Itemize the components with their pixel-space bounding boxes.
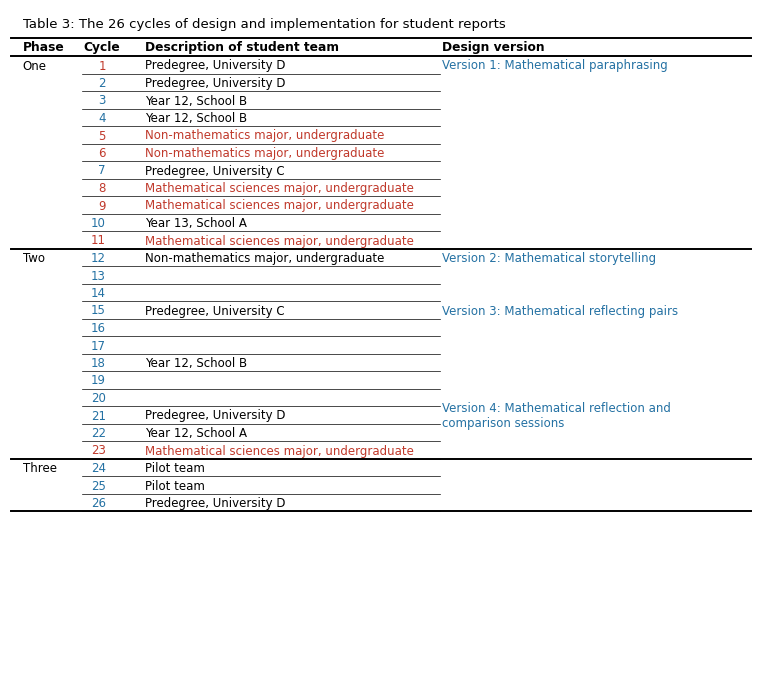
Text: 8: 8 bbox=[98, 182, 106, 195]
Text: Design version: Design version bbox=[442, 41, 545, 54]
Text: Mathematical sciences major, undergraduate: Mathematical sciences major, undergradua… bbox=[145, 182, 414, 195]
Text: 10: 10 bbox=[91, 217, 106, 230]
Text: 7: 7 bbox=[98, 164, 106, 177]
Text: 6: 6 bbox=[98, 147, 106, 160]
Text: 15: 15 bbox=[91, 305, 106, 317]
Text: 9: 9 bbox=[98, 200, 106, 212]
Text: Predegree, University D: Predegree, University D bbox=[145, 59, 285, 73]
Text: 21: 21 bbox=[91, 410, 106, 423]
Text: 17: 17 bbox=[91, 340, 106, 353]
Text: Non-mathematics major, undergraduate: Non-mathematics major, undergraduate bbox=[145, 252, 384, 265]
Text: Cycle: Cycle bbox=[84, 41, 120, 54]
Text: Mathematical sciences major, undergraduate: Mathematical sciences major, undergradua… bbox=[145, 235, 414, 247]
Text: 25: 25 bbox=[91, 479, 106, 493]
Text: Mathematical sciences major, undergraduate: Mathematical sciences major, undergradua… bbox=[145, 200, 414, 212]
Text: Year 13, School A: Year 13, School A bbox=[145, 217, 247, 230]
Text: Year 12, School B: Year 12, School B bbox=[145, 94, 247, 107]
Text: Three: Three bbox=[23, 462, 57, 475]
Text: Year 12, School B: Year 12, School B bbox=[145, 112, 247, 125]
Text: Pilot team: Pilot team bbox=[145, 479, 205, 493]
Text: Phase: Phase bbox=[23, 41, 65, 54]
Text: 23: 23 bbox=[91, 444, 106, 458]
Text: 18: 18 bbox=[91, 357, 106, 370]
Text: Non-mathematics major, undergraduate: Non-mathematics major, undergraduate bbox=[145, 147, 384, 160]
Text: Version 4: Mathematical reflection and
comparison sessions: Version 4: Mathematical reflection and c… bbox=[442, 402, 671, 430]
Text: Description of student team: Description of student team bbox=[145, 41, 339, 54]
Text: Predegree, University D: Predegree, University D bbox=[145, 77, 285, 90]
Text: Pilot team: Pilot team bbox=[145, 462, 205, 475]
Text: One: One bbox=[23, 59, 46, 73]
Text: 24: 24 bbox=[91, 462, 106, 475]
Text: 12: 12 bbox=[91, 252, 106, 265]
Text: Non-mathematics major, undergraduate: Non-mathematics major, undergraduate bbox=[145, 129, 384, 142]
Text: Two: Two bbox=[23, 252, 45, 265]
Text: Predegree, University C: Predegree, University C bbox=[145, 164, 284, 177]
Text: 5: 5 bbox=[98, 129, 106, 142]
Text: Mathematical sciences major, undergraduate: Mathematical sciences major, undergradua… bbox=[145, 444, 414, 458]
Text: Version 2: Mathematical storytelling: Version 2: Mathematical storytelling bbox=[442, 252, 656, 265]
Text: Predegree, University D: Predegree, University D bbox=[145, 410, 285, 423]
Text: Year 12, School A: Year 12, School A bbox=[145, 427, 247, 440]
Text: Version 3: Mathematical reflecting pairs: Version 3: Mathematical reflecting pairs bbox=[442, 305, 678, 317]
Text: Year 12, School B: Year 12, School B bbox=[145, 357, 247, 370]
Text: 20: 20 bbox=[91, 392, 106, 405]
Text: 1: 1 bbox=[98, 59, 106, 73]
Text: 14: 14 bbox=[91, 287, 106, 300]
Text: 22: 22 bbox=[91, 427, 106, 440]
Text: 11: 11 bbox=[91, 235, 106, 247]
Text: 4: 4 bbox=[98, 112, 106, 125]
Text: 19: 19 bbox=[91, 375, 106, 388]
Text: 3: 3 bbox=[98, 94, 106, 107]
Text: Predegree, University C: Predegree, University C bbox=[145, 305, 284, 317]
Text: 16: 16 bbox=[91, 322, 106, 335]
Text: 2: 2 bbox=[98, 77, 106, 90]
Text: Version 1: Mathematical paraphrasing: Version 1: Mathematical paraphrasing bbox=[442, 59, 668, 73]
Text: 13: 13 bbox=[91, 270, 106, 282]
Text: Table 3: The 26 cycles of design and implementation for student reports: Table 3: The 26 cycles of design and imp… bbox=[23, 18, 506, 31]
Text: 26: 26 bbox=[91, 497, 106, 510]
Text: Predegree, University D: Predegree, University D bbox=[145, 497, 285, 510]
